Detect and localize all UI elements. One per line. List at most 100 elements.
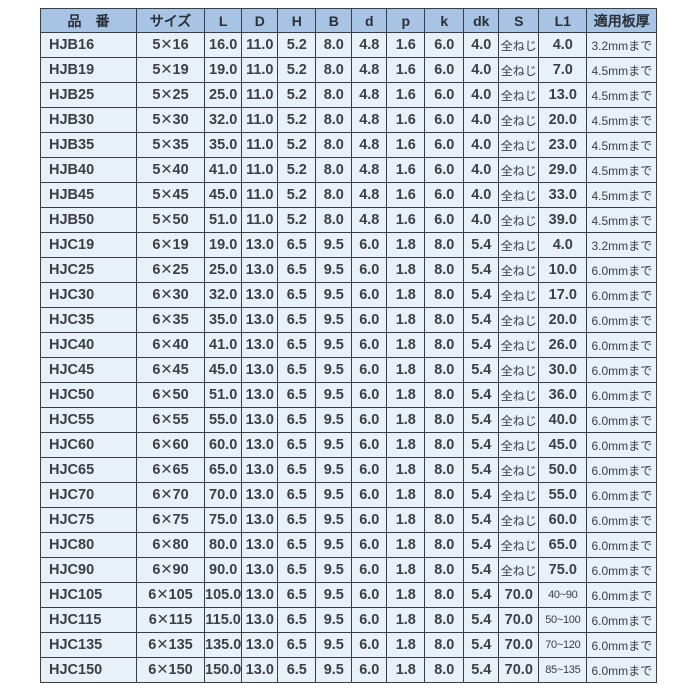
cell-plate-thickness: 3.2mmまで (586, 32, 658, 58)
cell-part-number: HJB35 (40, 132, 137, 158)
cell-h: 5.2 (277, 32, 317, 58)
cell-d: 4.8 (351, 57, 388, 83)
cell-size: 6✕150 (136, 657, 205, 683)
cell-size: 6✕19 (136, 232, 205, 258)
cell-l: 51.0 (203, 207, 243, 233)
cell-size: 6✕50 (136, 382, 205, 408)
cell-size: 5✕40 (136, 157, 205, 183)
table-row: HJC90 6✕90 90.0 13.0 6.5 9.5 6.0 1.8 8.0 5.4 全ねじ 75… (40, 557, 658, 583)
cell-plate-thickness: 6.0mmまで (586, 332, 658, 358)
cell-l1: 70~120 (538, 632, 588, 658)
cell-b: 9.5 (315, 532, 353, 558)
header-s: S (498, 8, 540, 33)
cell-part-number: HJB16 (40, 32, 137, 58)
cell-size: 6✕90 (136, 557, 205, 583)
cell-d-outer: 13.0 (241, 482, 279, 508)
cell-l: 32.0 (203, 282, 243, 308)
cell-l: 55.0 (203, 407, 243, 433)
cell-part-number: HJC30 (40, 282, 137, 308)
cell-h: 6.5 (277, 632, 317, 658)
cell-d: 6.0 (351, 482, 388, 508)
cell-b: 9.5 (315, 432, 353, 458)
table-row: HJB30 5✕30 32.0 11.0 5.2 8.0 4.8 1.6 6.0 4.0 全ねじ 20… (40, 107, 658, 133)
table-row: HJB25 5✕25 25.0 11.0 5.2 8.0 4.8 1.6 6.0 4.0 全ねじ 13… (40, 82, 658, 108)
table-row: HJB35 5✕35 35.0 11.0 5.2 8.0 4.8 1.6 6.0 4.0 全ねじ 23… (40, 132, 658, 158)
cell-l: 16.0 (203, 32, 243, 58)
cell-d-outer: 11.0 (241, 132, 279, 158)
cell-d-outer: 13.0 (241, 557, 279, 583)
cell-d: 4.8 (351, 182, 388, 208)
cell-l: 115.0 (203, 607, 243, 633)
cell-l: 45.0 (203, 357, 243, 383)
cell-part-number: HJC90 (40, 557, 137, 583)
cell-d-outer: 13.0 (241, 282, 279, 308)
header-plate-thickness: 適用板厚 (586, 8, 658, 33)
cell-s: 70.0 (498, 582, 540, 608)
header-h: H (277, 8, 317, 33)
cell-part-number: HJB50 (40, 207, 137, 233)
cell-p: 1.6 (386, 107, 426, 133)
header-p: p (386, 8, 426, 33)
cell-l1: 26.0 (538, 332, 588, 358)
cell-d-outer: 13.0 (241, 307, 279, 333)
cell-plate-thickness: 6.0mmまで (586, 282, 658, 308)
cell-p: 1.6 (386, 207, 426, 233)
header-d-outer: D (241, 8, 279, 33)
cell-h: 6.5 (277, 607, 317, 633)
cell-s: 全ねじ (498, 332, 540, 358)
cell-l1: 13.0 (538, 82, 588, 108)
cell-plate-thickness: 6.0mmまで (586, 407, 658, 433)
cell-b: 9.5 (315, 232, 353, 258)
header-b: B (315, 8, 353, 33)
cell-d-outer: 13.0 (241, 657, 279, 683)
cell-l: 41.0 (203, 332, 243, 358)
cell-size: 6✕35 (136, 307, 205, 333)
cell-p: 1.8 (386, 232, 426, 258)
cell-p: 1.8 (386, 582, 426, 608)
cell-part-number: HJC135 (40, 632, 137, 658)
cell-b: 9.5 (315, 332, 353, 358)
cell-p: 1.6 (386, 157, 426, 183)
cell-p: 1.8 (386, 482, 426, 508)
cell-h: 6.5 (277, 257, 317, 283)
cell-s: 全ねじ (498, 82, 540, 108)
cell-l1: 60.0 (538, 507, 588, 533)
cell-size: 6✕70 (136, 482, 205, 508)
cell-h: 6.5 (277, 382, 317, 408)
cell-size: 5✕30 (136, 107, 205, 133)
header-dk: dk (463, 8, 500, 33)
cell-plate-thickness: 4.5mmまで (586, 132, 658, 158)
cell-s: 全ねじ (498, 107, 540, 133)
cell-s: 全ねじ (498, 57, 540, 83)
cell-dk: 5.4 (463, 332, 500, 358)
cell-b: 9.5 (315, 457, 353, 483)
cell-part-number: HJB40 (40, 157, 137, 183)
cell-h: 5.2 (277, 57, 317, 83)
cell-p: 1.8 (386, 532, 426, 558)
cell-dk: 4.0 (463, 107, 500, 133)
table-row: HJC40 6✕40 41.0 13.0 6.5 9.5 6.0 1.8 8.0 5.4 全ねじ 26… (40, 332, 658, 358)
table-row: HJB40 5✕40 41.0 11.0 5.2 8.0 4.8 1.6 6.0 4.0 全ねじ 29… (40, 157, 658, 183)
cell-l: 25.0 (203, 82, 243, 108)
cell-h: 5.2 (277, 207, 317, 233)
cell-h: 6.5 (277, 557, 317, 583)
cell-dk: 4.0 (463, 57, 500, 83)
cell-l1: 30.0 (538, 357, 588, 383)
cell-part-number: HJC25 (40, 257, 137, 283)
cell-dk: 5.4 (463, 307, 500, 333)
cell-plate-thickness: 4.5mmまで (586, 157, 658, 183)
cell-p: 1.8 (386, 282, 426, 308)
table-row: HJC45 6✕45 45.0 13.0 6.5 9.5 6.0 1.8 8.0 5.4 全ねじ 30… (40, 357, 658, 383)
cell-d-outer: 11.0 (241, 82, 279, 108)
cell-d: 4.8 (351, 107, 388, 133)
cell-dk: 5.4 (463, 282, 500, 308)
cell-part-number: HJC65 (40, 457, 137, 483)
cell-plate-thickness: 4.5mmまで (586, 182, 658, 208)
header-l: L (203, 8, 243, 33)
cell-part-number: HJB30 (40, 107, 137, 133)
cell-d-outer: 11.0 (241, 207, 279, 233)
cell-plate-thickness: 6.0mmまで (586, 507, 658, 533)
cell-h: 6.5 (277, 432, 317, 458)
cell-p: 1.8 (386, 432, 426, 458)
